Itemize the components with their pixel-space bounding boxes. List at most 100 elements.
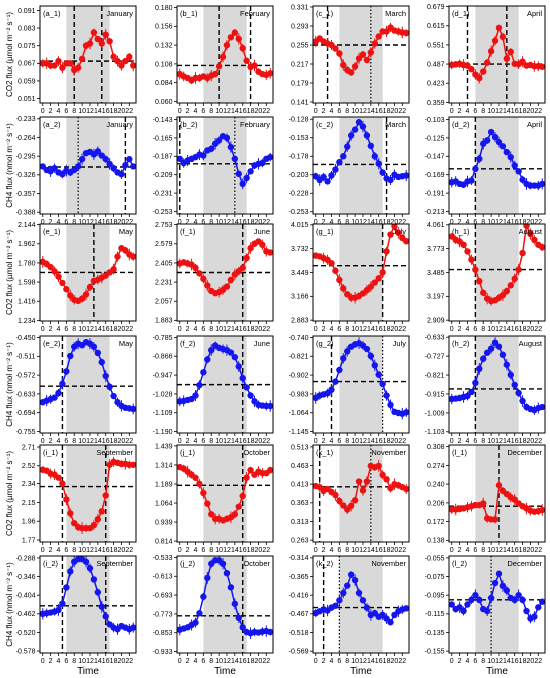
month-title: October <box>243 448 270 457</box>
y-tick-label: -0.569 <box>289 649 309 656</box>
data-point <box>379 380 386 388</box>
data-point <box>503 361 511 368</box>
x-tick-label: 20 <box>391 326 399 333</box>
data-point <box>480 500 487 507</box>
data-point <box>208 145 215 152</box>
y-axis-label: CO2 flux (µmol m⁻² s⁻¹) <box>5 230 14 315</box>
data-point <box>351 497 359 504</box>
panel-a_2: -0.233 -0.264 -0.295 -0.326 -0.357 -0.388 0 2 4 6… <box>5 116 137 226</box>
x-tick-label: 4 <box>194 658 198 665</box>
x-tick-label: 12 <box>86 438 94 445</box>
data-point <box>247 168 254 175</box>
x-tick-label: 18 <box>247 658 255 665</box>
x-tick-label: 20 <box>391 547 399 554</box>
data-point <box>371 153 378 160</box>
x-tick-label: 8 <box>345 438 349 445</box>
panel-label: (d_2) <box>452 120 470 129</box>
y-tick-label: 0.075 <box>18 43 36 50</box>
y-tick-label: -0.213 <box>425 209 445 216</box>
panel-label: (k_1) <box>316 448 334 457</box>
y-tick-label: -0.773 <box>153 611 173 618</box>
x-tick-label: 18 <box>247 438 255 445</box>
month-title: December <box>507 559 542 568</box>
data-point <box>47 263 54 271</box>
data-point <box>63 286 70 293</box>
x-tick-label: 22 <box>262 438 270 445</box>
daytime-shade <box>339 117 383 214</box>
y-tick-label: 1.780 <box>18 260 36 267</box>
series-g_1 <box>313 224 409 304</box>
y-tick-label: 0.059 <box>18 78 36 85</box>
data-point <box>460 607 467 615</box>
x-tick-label: 0 <box>178 438 182 445</box>
x-tick-label: 14 <box>231 658 239 665</box>
y-tick-label: -0.187 <box>153 154 173 161</box>
y-tick-label: 2.753 <box>155 222 173 229</box>
y-tick-label: 0.060 <box>155 99 173 106</box>
x-tick-label: 12 <box>495 438 503 445</box>
data-point <box>527 230 534 238</box>
data-point <box>223 283 231 290</box>
data-point <box>483 59 491 66</box>
y-tick-label: 3.773 <box>427 246 445 253</box>
data-point <box>449 601 455 608</box>
y-tick-label: -0.228 <box>289 191 309 198</box>
y-tick-label: 0.293 <box>291 23 309 30</box>
panel-label: (h_1) <box>452 227 470 236</box>
data-point <box>499 143 507 150</box>
data-point <box>503 287 511 295</box>
panel-label: (b_2) <box>180 120 198 129</box>
month-title: May <box>119 227 133 236</box>
y-axis-label: CH4 flux (nmol m⁻² s⁻¹) <box>5 123 14 208</box>
data-point <box>511 162 518 169</box>
panel-frame <box>176 116 274 215</box>
data-point <box>126 53 133 60</box>
data-point <box>90 29 98 36</box>
y-tick-label: -0.520 <box>16 630 36 637</box>
panel-label: (j_1) <box>180 448 196 457</box>
data-point <box>324 178 331 185</box>
x-tick-label: 20 <box>118 219 126 226</box>
data-point <box>177 155 183 163</box>
y-tick-label: -0.613 <box>153 574 173 581</box>
x-tick-label: 12 <box>223 547 231 554</box>
data-point <box>503 148 511 156</box>
x-tick-label: 0 <box>178 658 182 665</box>
y-tick-label: -0.233 <box>16 116 36 123</box>
data-point <box>328 386 335 393</box>
data-point <box>344 143 351 150</box>
data-point <box>371 279 378 286</box>
data-point <box>344 348 351 355</box>
daytime-shade <box>66 117 110 214</box>
data-point <box>243 474 250 481</box>
x-tick-label: 20 <box>527 219 535 226</box>
data-point <box>130 163 136 170</box>
x-tick-label: 2 <box>49 438 53 445</box>
y-tick-label: -0.821 <box>425 372 445 379</box>
x-tick-label: 2 <box>49 108 53 115</box>
y-tick-label: -0.169 <box>425 172 445 179</box>
y-tick-label: -0.125 <box>425 135 445 142</box>
x-tick-label: 12 <box>223 658 231 665</box>
x-tick-label: 12 <box>359 438 367 445</box>
x-tick-label: 0 <box>178 326 182 333</box>
series-j_2 <box>177 556 273 639</box>
y-tick-label: 0.141 <box>291 99 309 106</box>
x-tick-label: 18 <box>383 108 391 115</box>
data-point <box>468 65 475 73</box>
x-tick-label: 20 <box>255 658 263 665</box>
y-tick-label: 3.485 <box>427 270 445 277</box>
x-axis-label: Time <box>77 666 99 677</box>
panel-frame <box>312 555 410 654</box>
x-tick-label: 2 <box>186 108 190 115</box>
x-tick-label: 2 <box>186 219 190 226</box>
x-tick-label: 8 <box>209 438 213 445</box>
data-point <box>94 589 102 596</box>
y-tick-label: 0.240 <box>427 482 445 489</box>
data-point <box>231 29 239 36</box>
x-tick-label: 16 <box>511 108 519 115</box>
x-tick-label: 20 <box>391 219 399 226</box>
data-point <box>267 249 273 256</box>
x-tick-label: 8 <box>72 219 76 226</box>
